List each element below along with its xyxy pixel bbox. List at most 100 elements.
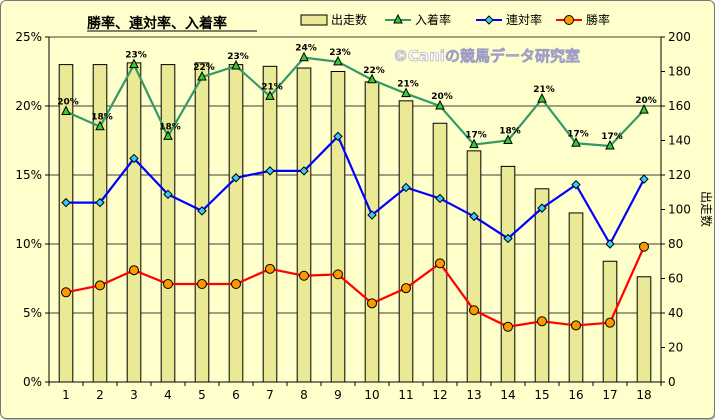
x-tick-label: 10: [364, 388, 379, 402]
data-label-入着率-3: 23%: [125, 51, 147, 61]
data-label-入着率-6: 23%: [227, 52, 249, 62]
data-label-入着率-8: 24%: [295, 44, 317, 54]
point-入着率-7: [265, 90, 275, 100]
point-連対率-13: [469, 211, 479, 222]
point-勝率-5: [197, 279, 207, 290]
legend-marker-入着率: [393, 13, 403, 24]
left-tick-label: 15%: [15, 168, 42, 182]
data-label-入着率-11: 21%: [397, 80, 419, 90]
legend-label-出走数: 出走数: [331, 12, 367, 27]
bar-3: [126, 62, 142, 383]
left-tick-label: 10%: [15, 237, 42, 251]
x-tick-label: 11: [398, 388, 413, 402]
x-tick-label: 13: [466, 388, 481, 402]
x-tick-label: 14: [500, 388, 515, 402]
data-label-入着率-14: 18%: [499, 127, 521, 137]
point-勝率-17: [605, 317, 615, 328]
point-連対率-5: [197, 206, 207, 216]
right-tick-label: 120: [668, 168, 691, 182]
x-tick-label: 6: [232, 388, 240, 402]
bar-14: [500, 165, 516, 383]
right-tick-label: 100: [668, 203, 691, 217]
point-入着率-9: [333, 55, 343, 66]
bar-4: [160, 64, 176, 383]
line-連対率: [66, 134, 645, 247]
bar-11: [398, 100, 414, 383]
bar-5: [194, 62, 210, 383]
left-tick-label: 20%: [15, 99, 42, 113]
point-勝率-3: [129, 265, 139, 276]
x-tick-label: 9: [334, 388, 342, 402]
left-tick-label: 0%: [23, 375, 42, 389]
bar-18: [636, 276, 652, 383]
point-連対率-12: [435, 193, 445, 204]
point-連対率-4: [163, 189, 173, 200]
data-label-入着率-5: 22%: [193, 63, 215, 73]
point-入着率-12: [435, 99, 445, 110]
line-入着率: [65, 56, 645, 148]
x-tick-label: 2: [96, 388, 104, 402]
data-label-入着率-9: 23%: [329, 48, 351, 58]
legend-label-入着率: 入着率: [415, 12, 451, 27]
right-tick-label: 40: [668, 306, 683, 320]
point-連対率-16: [571, 179, 581, 190]
data-label-入着率-4: 18%: [159, 122, 181, 132]
point-連対率-9: [333, 131, 343, 142]
point-勝率-15: [537, 316, 547, 327]
x-tick-label: 5: [198, 388, 206, 402]
legend-marker-連対率: [484, 15, 494, 25]
data-label-入着率-1: 20%: [57, 98, 79, 108]
data-label-入着率-17: 17%: [601, 132, 623, 142]
point-勝率-1: [61, 287, 71, 298]
point-入着率-2: [95, 120, 105, 131]
x-tick-label: 4: [164, 388, 172, 402]
point-勝率-9: [333, 269, 343, 280]
point-連対率-7: [265, 166, 275, 176]
right-tick-label: 60: [668, 272, 683, 286]
legend-label-連対率: 連対率: [506, 12, 542, 27]
right-tick-label: 80: [668, 237, 683, 251]
data-label-入着率-7: 21%: [261, 82, 283, 92]
point-連対率-14: [503, 233, 513, 244]
right-axis-title: 出走数: [699, 191, 714, 227]
right-tick-label: 20: [668, 341, 683, 355]
bar-16: [568, 212, 584, 383]
point-連対率-1: [61, 197, 71, 208]
line-series: [61, 51, 649, 332]
x-tick-label: 16: [568, 388, 583, 402]
x-tick-label: 7: [266, 388, 274, 402]
chart-title: 勝率、連対率、入着率: [87, 15, 227, 32]
point-連対率-17: [605, 239, 615, 249]
data-label-入着率-10: 22%: [363, 66, 385, 76]
bar-8: [296, 67, 312, 383]
data-label-入着率-13: 17%: [465, 131, 487, 141]
left-tick-label: 5%: [23, 306, 42, 320]
point-連対率-6: [231, 173, 241, 183]
plot-area: [49, 37, 661, 382]
bar-10: [364, 81, 380, 383]
point-入着率-4: [163, 130, 173, 140]
point-連対率-3: [129, 153, 139, 164]
point-連対率-11: [401, 182, 411, 193]
point-入着率-10: [367, 73, 377, 84]
point-連対率-2: [95, 197, 105, 208]
legend-label-勝率: 勝率: [586, 12, 610, 27]
bar-12: [432, 122, 448, 383]
x-tick-label: 18: [636, 388, 651, 402]
point-勝率-18: [639, 241, 649, 252]
point-連対率-10: [367, 210, 377, 220]
point-勝率-16: [571, 320, 581, 331]
data-labels: 20% 18% 23% 18% 22% 23% 21% 24% 23% 22% 21% 20% 17% 1…: [57, 44, 657, 142]
point-勝率-2: [95, 280, 105, 291]
bar-15: [534, 188, 550, 383]
line-勝率: [65, 246, 646, 328]
point-勝率-8: [299, 270, 309, 281]
data-label-入着率-18: 20%: [635, 96, 657, 106]
point-連対率-18: [639, 174, 649, 184]
x-tick-label: 3: [130, 388, 138, 402]
right-tick-label: 0: [668, 375, 676, 389]
bar-7: [262, 65, 278, 383]
right-tick-label: 180: [668, 65, 691, 79]
